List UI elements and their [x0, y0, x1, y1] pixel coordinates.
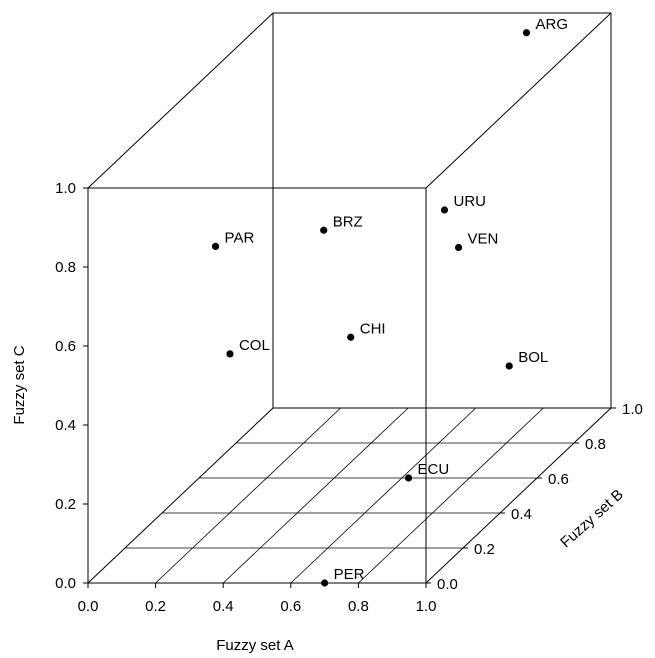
- cube-edge: [425, 12, 612, 189]
- data-point-uru: URU: [440, 193, 487, 214]
- cube-edge: [87, 12, 274, 189]
- z-axis-title: Fuzzy set C: [11, 345, 28, 424]
- x-tick-label: 1.0: [416, 598, 437, 615]
- point-marker: [347, 333, 355, 341]
- y-tick-label: 1.0: [622, 401, 643, 418]
- x-tick-label: 0.0: [78, 598, 99, 615]
- y-tick-label: 0.6: [548, 471, 569, 488]
- point-marker: [321, 579, 329, 587]
- point-label: BOL: [518, 349, 548, 366]
- x-tick-label: 0.2: [145, 598, 166, 615]
- x-tick-label: 0.6: [280, 598, 301, 615]
- z-tick-label: 0.0: [55, 575, 76, 592]
- floor-grid-line-x: [222, 407, 409, 584]
- floor-grid-line-x: [290, 407, 477, 584]
- cube-edge: [425, 407, 612, 584]
- point-label: ARG: [536, 16, 569, 33]
- x-tick-label: 0.8: [348, 598, 369, 615]
- data-point-par: PAR: [211, 229, 255, 250]
- data-point-col: COL: [226, 337, 270, 358]
- cube-edge: [87, 407, 274, 584]
- data-point-per: PER: [321, 566, 365, 587]
- point-label: COL: [239, 337, 270, 354]
- tick-labels: 0.0 0.2 0.4 0.6 0.8 1.00.00.20.40.60.81.00.00…: [55, 180, 643, 615]
- point-label: VEN: [468, 231, 499, 248]
- data-point-chi: CHI: [347, 320, 386, 341]
- point-marker: [226, 350, 234, 358]
- point-marker: [522, 29, 531, 37]
- point-marker: [440, 206, 449, 214]
- z-tick-label: 1.0: [55, 180, 76, 197]
- y-tick-label: 0.0: [437, 576, 458, 593]
- x-tick-label: 0.4: [213, 598, 234, 615]
- y-tick-label: 0.4: [511, 506, 532, 523]
- floor-grid: [125, 407, 574, 584]
- floor-grid-line-x: [155, 407, 341, 584]
- y-tick-label: 0.2: [474, 541, 495, 558]
- data-point-arg: ARG: [522, 16, 569, 37]
- z-tick-label: 0.8: [55, 259, 76, 276]
- data-point-ven: VEN: [454, 231, 499, 252]
- point-label: CHI: [360, 320, 386, 337]
- point-marker: [404, 474, 413, 482]
- floor-grid-line-x: [358, 407, 544, 584]
- point-label: URU: [454, 193, 487, 210]
- point-marker: [320, 226, 328, 234]
- point-label: BRZ: [333, 213, 363, 230]
- cube-edges: [87, 12, 612, 584]
- z-tick-label: 0.4: [55, 417, 76, 434]
- y-tick-label: 0.8: [585, 436, 606, 453]
- x-axis-title: Fuzzy set A: [216, 637, 294, 654]
- data-point-bol: BOL: [505, 349, 548, 370]
- z-tick-label: 0.6: [55, 338, 76, 355]
- z-tick-label: 0.2: [55, 496, 76, 513]
- point-label: PAR: [225, 229, 255, 246]
- y-axis-title: Fuzzy set B: [557, 486, 627, 551]
- point-label: PER: [334, 566, 365, 583]
- point-marker: [454, 243, 463, 252]
- data-point-ecu: ECU: [404, 461, 450, 482]
- point-marker: [505, 362, 513, 370]
- point-label: ECU: [418, 461, 450, 478]
- data-point-brz: BRZ: [320, 213, 363, 234]
- point-marker: [211, 242, 220, 250]
- data-points: ARG BRZ URU VEN PAR CHI COL BOL ECU PER: [211, 16, 569, 587]
